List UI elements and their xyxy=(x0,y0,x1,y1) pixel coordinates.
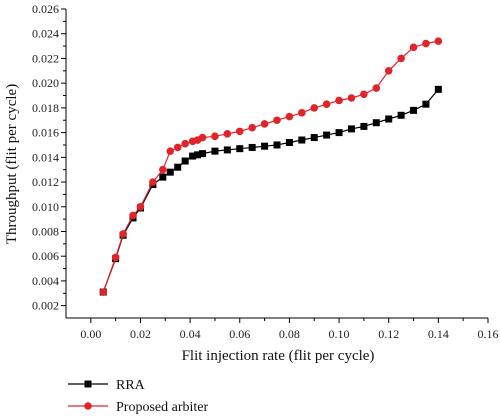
data-point-circle xyxy=(136,202,145,211)
series-rra xyxy=(99,85,442,296)
legend-circle-marker xyxy=(84,402,92,410)
data-point-square xyxy=(261,142,269,150)
data-point-circle xyxy=(149,178,157,186)
x-tick-label: 0.16 xyxy=(478,327,499,341)
y-tick-label: 0.016 xyxy=(32,126,59,140)
data-point-square xyxy=(410,106,418,114)
data-point-circle xyxy=(285,112,294,121)
data-point-square xyxy=(174,163,182,171)
x-axis-label: Flit injection rate (flit per cycle) xyxy=(182,348,375,364)
data-point-square xyxy=(159,173,167,181)
data-point-circle xyxy=(198,133,207,142)
legend: RRA Proposed arbiter xyxy=(68,378,208,415)
axes-layer: 0.00 0.02 0.04 0.06 0.08 0.10 0.12 0.14 0.16 0.00… xyxy=(32,2,499,341)
data-point-square xyxy=(211,147,219,155)
data-point-circle xyxy=(434,37,443,45)
data-point-square xyxy=(199,150,207,158)
data-point-square xyxy=(372,119,380,127)
data-point-square xyxy=(385,115,393,123)
y-tick-label: 0.024 xyxy=(32,27,59,41)
data-point-circle xyxy=(173,143,182,152)
data-point-square xyxy=(434,85,442,93)
data-point-square xyxy=(273,141,281,149)
y-tick-label: 0.018 xyxy=(32,101,59,115)
x-tick-label: 0.08 xyxy=(279,327,300,341)
data-point-circle xyxy=(298,109,306,117)
data-point-circle xyxy=(360,90,368,99)
series-layer xyxy=(99,37,443,296)
data-point-circle xyxy=(273,116,281,125)
x-tick-label: 0.04 xyxy=(180,327,201,341)
data-point-circle xyxy=(422,39,430,48)
x-tick-label: 0.02 xyxy=(130,327,151,341)
data-point-square xyxy=(236,145,244,153)
data-point-circle xyxy=(223,130,232,138)
data-point-square xyxy=(360,122,368,130)
data-point-square xyxy=(194,151,202,159)
data-point-circle xyxy=(347,94,356,102)
y-axis-label: Throughput (flit per cycle) xyxy=(4,84,20,244)
data-point-square xyxy=(248,143,256,151)
y-tick-label: 0.026 xyxy=(32,2,59,16)
y-tick-label: 0.006 xyxy=(32,249,59,263)
legend-item: Proposed arbiter xyxy=(68,400,208,415)
data-point-square xyxy=(298,136,306,144)
x-tick-label: 0.10 xyxy=(329,327,350,341)
y-tick-label: 0.020 xyxy=(32,76,59,90)
y-tick-label: 0.014 xyxy=(32,150,59,164)
data-point-square xyxy=(285,138,293,146)
data-point-circle xyxy=(159,165,167,174)
data-point-circle xyxy=(111,253,120,262)
data-point-circle xyxy=(235,127,244,136)
data-point-circle xyxy=(372,84,381,92)
data-point-square xyxy=(310,134,318,142)
data-point-square xyxy=(397,111,405,119)
data-point-circle xyxy=(335,96,343,105)
x-tick-label: 0.00 xyxy=(80,327,101,341)
x-tick-label: 0.06 xyxy=(229,327,250,341)
data-point-circle xyxy=(129,211,137,220)
y-tick-label: 0.004 xyxy=(32,274,59,288)
y-tick-label: 0.008 xyxy=(32,224,59,238)
x-tick-label: 0.14 xyxy=(428,327,449,341)
data-point-square xyxy=(335,129,343,137)
legend-item: RRA xyxy=(68,378,146,393)
legend-label: RRA xyxy=(116,378,146,393)
data-point-circle xyxy=(99,288,108,296)
data-point-square xyxy=(323,131,331,139)
data-point-circle xyxy=(322,100,331,108)
legend-label: Proposed arbiter xyxy=(116,400,208,415)
data-point-square xyxy=(422,100,430,108)
data-point-circle xyxy=(397,54,405,63)
y-tick-label: 0.022 xyxy=(32,51,59,65)
data-point-circle xyxy=(248,123,256,132)
data-point-square xyxy=(347,125,355,133)
series-line xyxy=(102,40,439,293)
data-point-circle xyxy=(260,120,269,128)
data-point-circle xyxy=(119,230,127,238)
data-point-circle xyxy=(166,147,175,155)
data-point-circle xyxy=(310,104,319,112)
y-tick-label: 0.002 xyxy=(32,299,59,313)
data-point-square xyxy=(189,152,197,160)
series-proposed-arbiter xyxy=(99,37,443,296)
data-point-square xyxy=(181,157,189,165)
data-point-circle xyxy=(211,132,219,141)
y-tick-label: 0.010 xyxy=(32,200,59,214)
data-point-square xyxy=(166,168,174,176)
legend-square-marker xyxy=(84,380,92,388)
y-tick-label: 0.012 xyxy=(32,175,59,189)
data-point-circle xyxy=(409,43,418,52)
data-point-circle xyxy=(181,139,189,148)
data-point-square xyxy=(223,146,231,154)
x-tick-label: 0.12 xyxy=(378,327,399,341)
data-point-circle xyxy=(384,67,393,75)
